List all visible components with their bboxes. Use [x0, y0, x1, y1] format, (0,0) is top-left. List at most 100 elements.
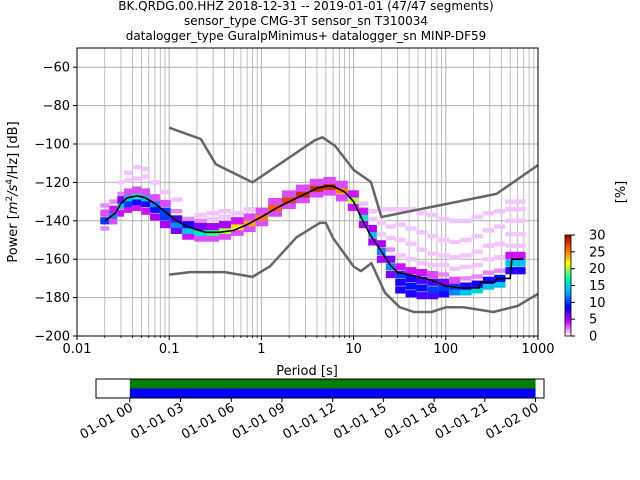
y-axis-label-exp2: 2	[5, 196, 15, 202]
density-cell	[124, 178, 133, 183]
density-cell	[416, 230, 428, 235]
density-cell	[194, 234, 207, 242]
density-cell	[405, 207, 417, 212]
density-cell	[494, 224, 506, 229]
timeline-tick-label: 01-01 15	[331, 400, 389, 442]
ppsd-plot: 0.01 0.1 1 10 100 1000 −60 −80 −100 −120 −140 −160…	[5, 47, 555, 379]
density-cell	[132, 176, 142, 181]
density-cell	[194, 228, 207, 236]
density-cell	[368, 224, 377, 233]
density-cell	[368, 216, 377, 222]
title-line1: BK.QRDG.00.HHZ 2018-12-31 -- 2019-01-01 …	[118, 0, 493, 13]
density-cell	[376, 207, 386, 212]
density-cell	[268, 198, 283, 206]
density-cell	[515, 251, 526, 259]
density-cell	[358, 207, 369, 215]
density-cell	[243, 207, 256, 212]
density-cell	[141, 166, 151, 172]
density-cell	[132, 198, 142, 206]
density-cell	[515, 232, 526, 237]
density-cell	[117, 196, 125, 204]
density-cell	[100, 209, 110, 217]
x-axis-label: Period [s]	[276, 364, 338, 379]
density-cell	[385, 270, 396, 279]
density-cell	[255, 219, 269, 227]
density-cell	[449, 239, 461, 245]
density-cell	[309, 178, 324, 186]
density-cell	[231, 217, 244, 225]
timeline-bars	[129, 379, 536, 398]
x-tick-label: 100	[433, 342, 458, 357]
y-tick-label: −120	[34, 176, 70, 191]
density-cell	[482, 282, 495, 290]
density-cell	[449, 218, 461, 223]
y-tick-label: −180	[34, 291, 70, 306]
density-cell	[282, 201, 296, 210]
density-cell	[416, 210, 428, 216]
plot-frame	[76, 47, 539, 337]
y-tick-label: −140	[34, 214, 70, 229]
timeline-tick-label: 01-01 03	[128, 400, 186, 442]
y-tick-label: −200	[34, 330, 70, 345]
density-cell	[376, 240, 386, 248]
density-cell	[471, 274, 483, 279]
y-axis-label-hz: /Hz] [dB]	[6, 121, 21, 179]
density-cell	[376, 232, 386, 237]
density-cell	[385, 207, 396, 212]
density-cell	[141, 207, 151, 215]
density-cell	[385, 247, 396, 252]
y-axis-label-m: m	[6, 201, 21, 214]
density-cell	[427, 292, 439, 300]
density-cell	[117, 191, 125, 197]
density-cell	[427, 233, 439, 239]
density-cell	[376, 220, 386, 225]
density-cell	[347, 196, 359, 204]
density-cell	[159, 199, 171, 208]
noise-models	[168, 126, 539, 314]
density-cell	[416, 269, 428, 277]
density-cell	[494, 280, 506, 288]
density-cell	[395, 207, 406, 212]
y-tick-label: −80	[43, 99, 70, 114]
density-cell	[438, 272, 450, 277]
density-cell	[471, 280, 483, 288]
density-cell	[471, 249, 483, 254]
y-tick-label: −60	[43, 61, 70, 76]
colorbar-tick-label: 5	[589, 313, 597, 328]
density-cell	[117, 180, 125, 185]
density-cell	[505, 251, 516, 259]
colorbar-tick-label: 25	[589, 245, 606, 260]
density-cell	[416, 247, 428, 252]
density-cell	[150, 180, 160, 185]
density-cell	[515, 259, 526, 267]
density-cell	[449, 266, 461, 271]
density-cell	[231, 210, 244, 216]
density-cell	[449, 282, 461, 290]
density-cell	[438, 237, 450, 243]
density-cell	[124, 205, 133, 213]
density-cell	[150, 213, 160, 221]
y-axis-label: Power [m2/s4/Hz] [dB]	[5, 121, 21, 262]
density-cell	[494, 255, 506, 260]
density-cell	[194, 212, 207, 218]
density-cell	[206, 210, 219, 216]
density-cell	[282, 190, 296, 198]
density-cell	[438, 216, 450, 222]
density-cell	[460, 264, 472, 270]
density-cell	[494, 268, 506, 273]
density-cell	[395, 286, 406, 294]
density-cell	[405, 241, 417, 247]
density-cell	[109, 217, 118, 225]
density-cell	[218, 209, 232, 214]
density-cell	[505, 218, 516, 223]
density-cell	[218, 232, 232, 240]
density-cell	[282, 196, 296, 204]
density-cell	[194, 218, 207, 223]
density-cell	[395, 263, 406, 271]
timeline-tick-label: 01-01 00	[78, 400, 136, 442]
density-cell	[347, 190, 359, 198]
density-cell	[449, 255, 461, 260]
density-cell	[494, 241, 506, 247]
